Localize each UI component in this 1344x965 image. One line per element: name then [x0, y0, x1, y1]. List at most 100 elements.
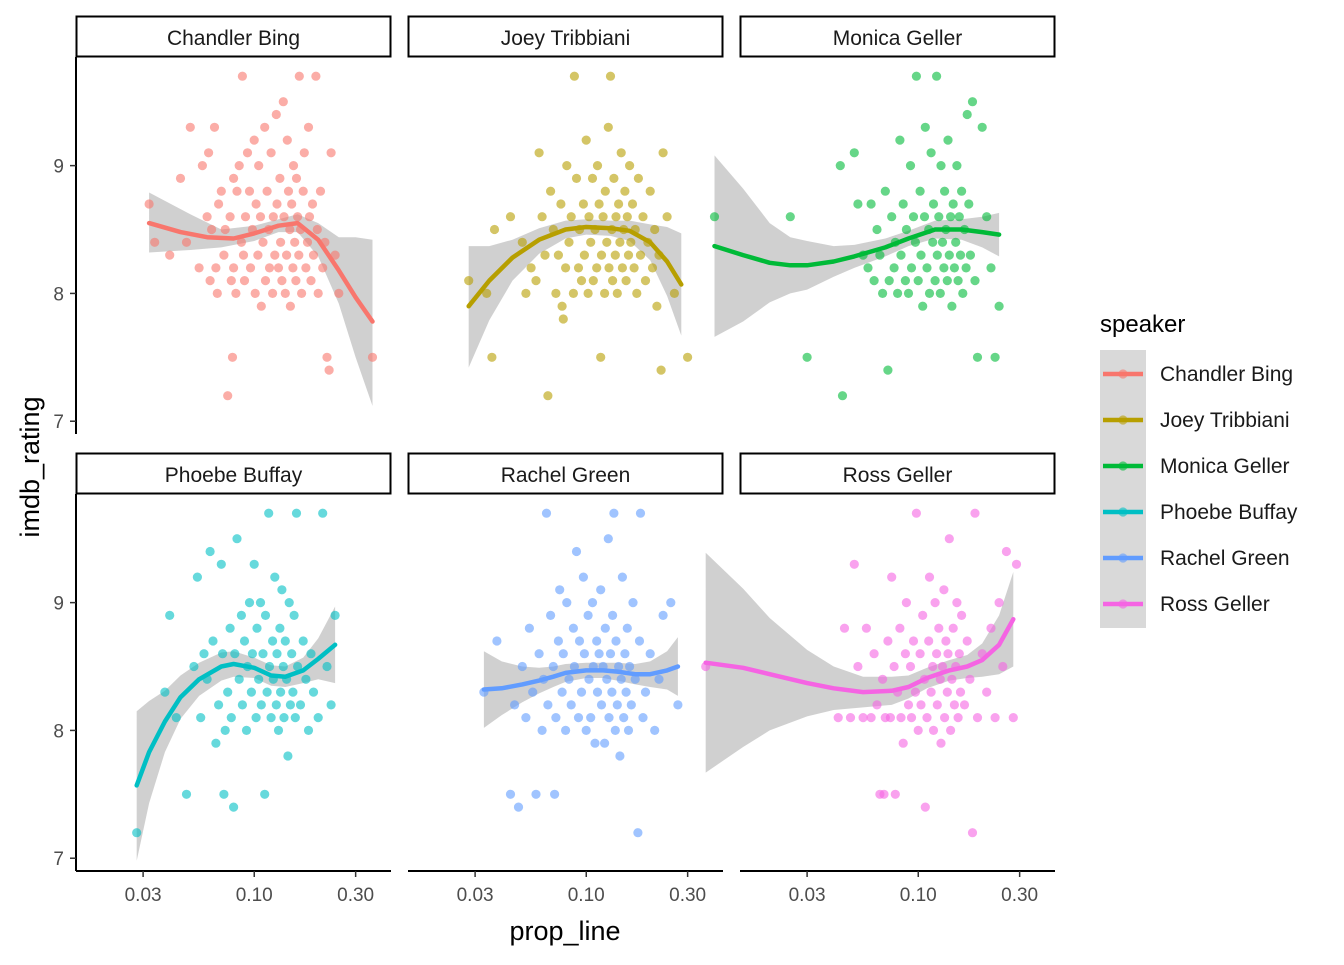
data-point [605, 71, 616, 81]
data-point [785, 212, 795, 222]
data-point [611, 636, 621, 646]
data-point [282, 135, 292, 145]
legend-point-monica-geller [1118, 461, 1128, 471]
data-point [313, 288, 323, 298]
data-point [216, 559, 226, 569]
data-point [879, 789, 889, 799]
data-point [622, 212, 632, 222]
data-point [555, 585, 565, 595]
data-point [887, 212, 897, 222]
data-point [610, 250, 620, 260]
legend-point-joey-tribbiani [1118, 415, 1128, 425]
data-point [505, 789, 516, 799]
data-point [550, 789, 560, 799]
data-point [586, 713, 596, 723]
data-point [255, 598, 266, 608]
y-tick-label: 8 [53, 284, 64, 305]
data-point [247, 649, 257, 659]
data-point [318, 508, 328, 518]
data-point [489, 224, 500, 235]
data-point [906, 713, 917, 723]
data-point [298, 636, 308, 646]
data-point [254, 161, 264, 171]
data-point [650, 224, 660, 235]
data-point [965, 674, 975, 684]
data-point [603, 122, 613, 132]
data-point [898, 199, 908, 209]
data-point [557, 301, 567, 311]
data-point [214, 199, 224, 209]
points-rachel-green [479, 508, 683, 838]
data-point [901, 598, 912, 608]
data-point [970, 276, 980, 286]
data-point [225, 212, 235, 222]
data-point [584, 674, 594, 684]
data-point [294, 71, 304, 81]
data-point [196, 713, 206, 723]
data-point [587, 598, 598, 608]
data-point [596, 250, 607, 260]
data-point [802, 352, 812, 362]
data-point [540, 250, 550, 260]
data-point [594, 649, 604, 659]
data-point [658, 148, 668, 158]
data-point [943, 135, 953, 145]
data-point [954, 212, 964, 222]
data-point [564, 674, 574, 684]
y-tick-label: 7 [53, 849, 64, 870]
data-point [322, 661, 332, 672]
data-point [932, 649, 942, 659]
data-point [306, 276, 316, 286]
data-point [275, 173, 285, 183]
data-point [683, 352, 693, 362]
data-point [977, 122, 987, 132]
data-point [165, 250, 175, 260]
legend-item-joey-tribbiani: Joey Tribbiani [1103, 409, 1290, 432]
data-point [313, 713, 323, 723]
data-point [303, 122, 314, 132]
data-point [551, 713, 561, 723]
data-point [884, 276, 894, 286]
data-point [260, 122, 270, 132]
data-point [621, 687, 631, 697]
data-point [656, 365, 666, 375]
data-point [283, 751, 293, 761]
data-point [279, 212, 289, 222]
data-point [301, 263, 311, 273]
data-point [600, 738, 610, 748]
data-point [546, 610, 556, 621]
facet-strip-ross-geller [739, 452, 1056, 495]
data-point [132, 828, 142, 838]
facet-panels: Chandler Bing 7 8 9 Joey Tribbiani Monica Gel… [53, 15, 1056, 906]
data-point [278, 97, 288, 107]
data-point [889, 263, 899, 273]
data-point [573, 713, 584, 723]
data-point [255, 212, 266, 222]
data-point [875, 250, 885, 260]
data-point [869, 276, 879, 286]
fit-line-joey-tribbiani [466, 224, 684, 309]
data-point [953, 276, 963, 286]
data-point [837, 391, 848, 401]
facet-strip-label: Joey Tribbiani [501, 27, 631, 50]
data-point [612, 288, 622, 298]
data-point [330, 610, 340, 621]
fit-line-rachel-green [481, 664, 681, 692]
data-point [627, 199, 638, 209]
data-point [598, 212, 608, 222]
data-point [517, 661, 527, 672]
facet-strip-label: Rachel Green [501, 464, 631, 487]
data-point [645, 649, 655, 659]
data-point [285, 301, 295, 311]
data-point [666, 598, 676, 608]
data-point [839, 623, 850, 633]
data-point [211, 263, 221, 273]
data-point [615, 237, 625, 247]
data-point [220, 725, 230, 736]
data-point [654, 674, 664, 684]
data-point [258, 237, 268, 247]
data-point [614, 199, 624, 209]
confidence-band-monica-geller [714, 155, 1000, 337]
data-point [936, 738, 946, 748]
